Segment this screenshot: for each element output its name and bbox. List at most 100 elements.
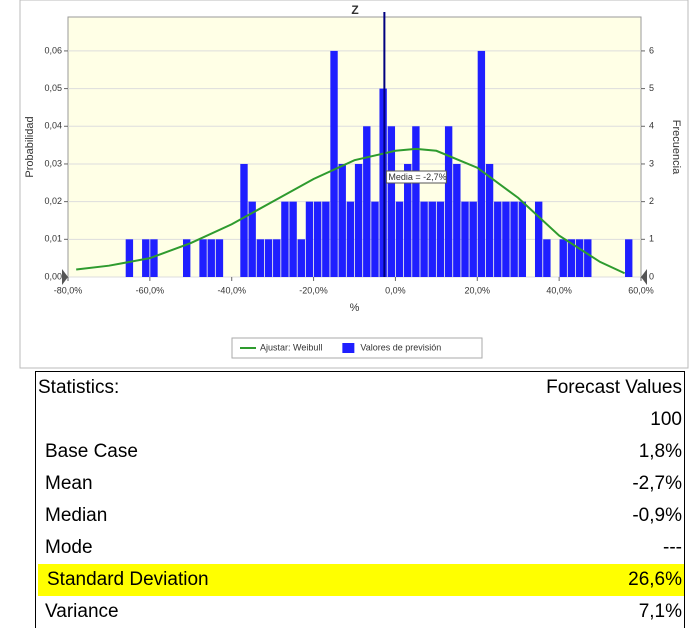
bar <box>485 163 494 277</box>
y-tick-label: 0,01 <box>44 234 62 244</box>
stat-value: 100 <box>650 409 682 430</box>
header-row: Statistics: Forecast Values <box>36 372 684 404</box>
bar <box>273 239 281 277</box>
stat-label: Mode <box>45 537 93 558</box>
stat-label: Base Case <box>45 441 138 462</box>
bar <box>289 201 297 277</box>
header-value: Forecast Values <box>546 377 682 398</box>
bar <box>207 239 215 277</box>
bar <box>518 201 526 277</box>
bar <box>575 239 584 277</box>
x-tick-label: -80,0% <box>54 285 83 295</box>
x-tick-label: -40,0% <box>217 285 246 295</box>
bar <box>559 239 567 277</box>
x-tick-label: 60,0% <box>628 285 654 295</box>
annotation-box <box>385 170 447 184</box>
legend-label: Ajustar: Weibull <box>260 342 322 352</box>
bar <box>330 50 338 278</box>
bar <box>379 88 387 277</box>
left-marker <box>62 269 68 285</box>
y-tick-label: 0,05 <box>44 83 62 93</box>
bar <box>387 126 396 277</box>
bar <box>240 163 248 277</box>
y2-tick-label: 4 <box>649 121 654 131</box>
bar <box>371 201 379 277</box>
stat-row: Mode --- <box>36 532 684 564</box>
bar <box>125 239 134 277</box>
bar <box>412 126 420 277</box>
stat-value: -2,7% <box>632 473 682 494</box>
y-tick-label: 0,03 <box>44 158 62 168</box>
bar <box>502 201 510 277</box>
bar <box>428 201 436 277</box>
bar <box>215 239 224 277</box>
x-tick-label: 0,0% <box>385 285 406 295</box>
bar <box>625 239 633 277</box>
stat-label: Standard Deviation <box>47 569 209 590</box>
y-tick-label: 0,04 <box>44 121 62 131</box>
bar <box>183 239 191 277</box>
chart-title: Z <box>351 3 358 17</box>
stat-row: 100 <box>36 404 684 436</box>
bar <box>363 126 371 277</box>
bar <box>281 201 289 277</box>
x-axis-label: % <box>350 302 360 314</box>
bar <box>543 239 551 277</box>
bar <box>313 201 322 277</box>
bar <box>199 239 207 277</box>
bar <box>494 201 502 277</box>
legend-swatch <box>342 343 355 353</box>
stat-value: 7,1% <box>638 601 682 622</box>
y2-tick-label: 6 <box>649 45 654 55</box>
y2-tick-label: 1 <box>649 234 654 244</box>
bar <box>510 201 518 277</box>
bar <box>338 163 346 277</box>
chart: Z 0,00 0,01 0,02 0,03 0,04 0,05 0,06 0 1 2 3 4 5 6 -80… <box>19 0 689 369</box>
bar <box>444 126 453 277</box>
bar <box>264 239 273 277</box>
stat-value: 26,6% <box>628 569 682 590</box>
stat-row: Mean -2,7% <box>36 468 684 500</box>
y2-tick-label: 2 <box>649 196 654 206</box>
y2-axis-label: Frecuencia <box>670 120 682 175</box>
stat-row: Standard Deviation 26,6% <box>38 564 684 596</box>
x-tick-label: -20,0% <box>299 285 328 295</box>
bar <box>150 239 158 277</box>
y-tick-label: 0,00 <box>44 271 62 281</box>
bar <box>477 50 486 278</box>
bar <box>395 201 404 277</box>
y-axis-label: Probabilidad <box>24 116 36 177</box>
fit-line <box>76 147 626 275</box>
x-tick-label: 40,0% <box>546 285 572 295</box>
y-tick-label: 0,06 <box>44 45 62 55</box>
right-marker <box>641 269 647 285</box>
legend-label: Valores de previsión <box>360 342 441 352</box>
x-tick-label: -60,0% <box>136 285 165 295</box>
bar <box>453 163 461 277</box>
y2-tick-label: 0 <box>649 271 654 281</box>
y2-tick-label: 5 <box>649 83 654 93</box>
bar <box>567 239 576 277</box>
stat-row: Median -0,9% <box>36 500 684 532</box>
y2-tick-label: 3 <box>649 158 654 168</box>
stat-label: Mean <box>45 473 93 494</box>
bar <box>420 201 428 277</box>
plot-area <box>67 16 642 278</box>
stat-value: --- <box>663 537 682 558</box>
stat-value: -0,9% <box>632 505 682 526</box>
bar <box>248 201 256 277</box>
header-label: Statistics: <box>38 377 120 398</box>
bar <box>469 201 477 277</box>
annotation-label: Media = -2,7% <box>388 172 446 182</box>
bar <box>297 239 305 277</box>
bar <box>404 163 412 277</box>
stats-table: Statistics: Forecast Values 100 Base Case 1,… <box>35 371 685 628</box>
bar <box>346 201 355 277</box>
bar <box>461 201 469 277</box>
stat-label: Variance <box>45 601 119 622</box>
bar <box>256 239 265 277</box>
bar <box>354 163 363 277</box>
y-tick-label: 0,02 <box>44 196 62 206</box>
bar <box>534 201 543 277</box>
